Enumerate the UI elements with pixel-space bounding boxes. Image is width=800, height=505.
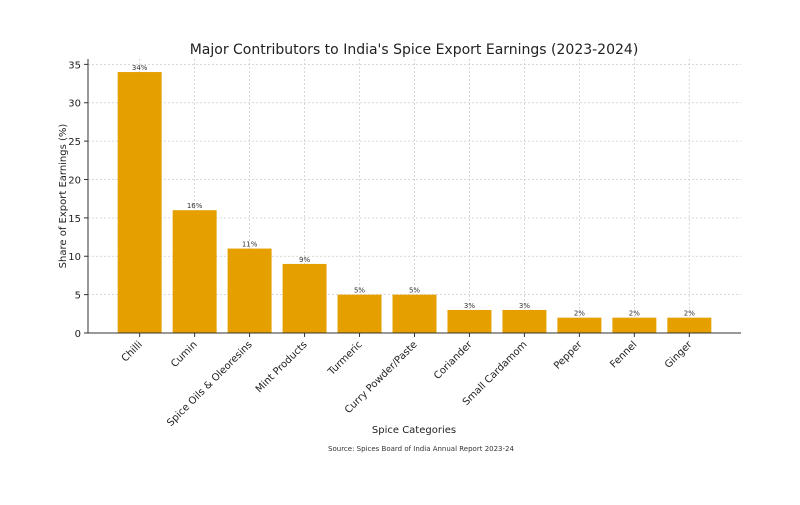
bar-fennel [612,317,657,333]
bar-cumin [172,210,217,333]
bar-spice-oils-oleoresins [227,248,272,333]
bar-chilli [117,72,162,334]
bar-mint-products [282,263,327,333]
data-label: 5% [409,287,420,295]
x-tick-label: Pepper [552,339,585,372]
x-tick-label: Fennel [608,339,639,370]
x-tick-label: Chilli [120,339,145,364]
x-tick-label: Cumin [169,339,200,370]
x-tick-label: Mint Products [254,339,310,395]
y-tick-label: 35 [68,60,81,71]
data-label: 2% [684,310,695,318]
bar-pepper [557,317,602,333]
bar-ginger [667,317,712,333]
y-tick-label: 5 [75,291,81,302]
data-label: 9% [299,256,310,264]
y-tick-label: 20 [68,175,81,186]
x-tick-label: Coriander [432,339,475,382]
data-label: 3% [519,302,530,310]
bar-turmeric [337,294,382,333]
bar-small-cardamom [502,309,547,333]
data-label: 5% [354,287,365,295]
x-tick-label: Turmeric [326,339,365,378]
data-label: 3% [464,302,475,310]
bar-curry-powder-paste [392,294,437,333]
bar-coriander [447,309,492,333]
x-tick-label: Ginger [663,339,695,371]
y-axis-label: Share of Export Earnings (%) [58,124,69,269]
data-label: 2% [629,310,640,318]
data-label: 16% [187,202,203,210]
y-tick-label: 10 [68,252,81,263]
y-tick-label: 30 [68,99,81,110]
source-note: Source: Spices Board of India Annual Rep… [328,445,514,453]
data-label: 34% [132,64,148,72]
y-tick-label: 25 [68,137,81,148]
chart-title: Major Contributors to India's Spice Expo… [190,42,639,58]
x-axis-label: Spice Categories [372,425,456,436]
y-tick-label: 15 [68,214,81,225]
data-label: 11% [242,241,258,249]
y-tick-label: 0 [75,329,81,340]
data-label: 2% [574,310,585,318]
